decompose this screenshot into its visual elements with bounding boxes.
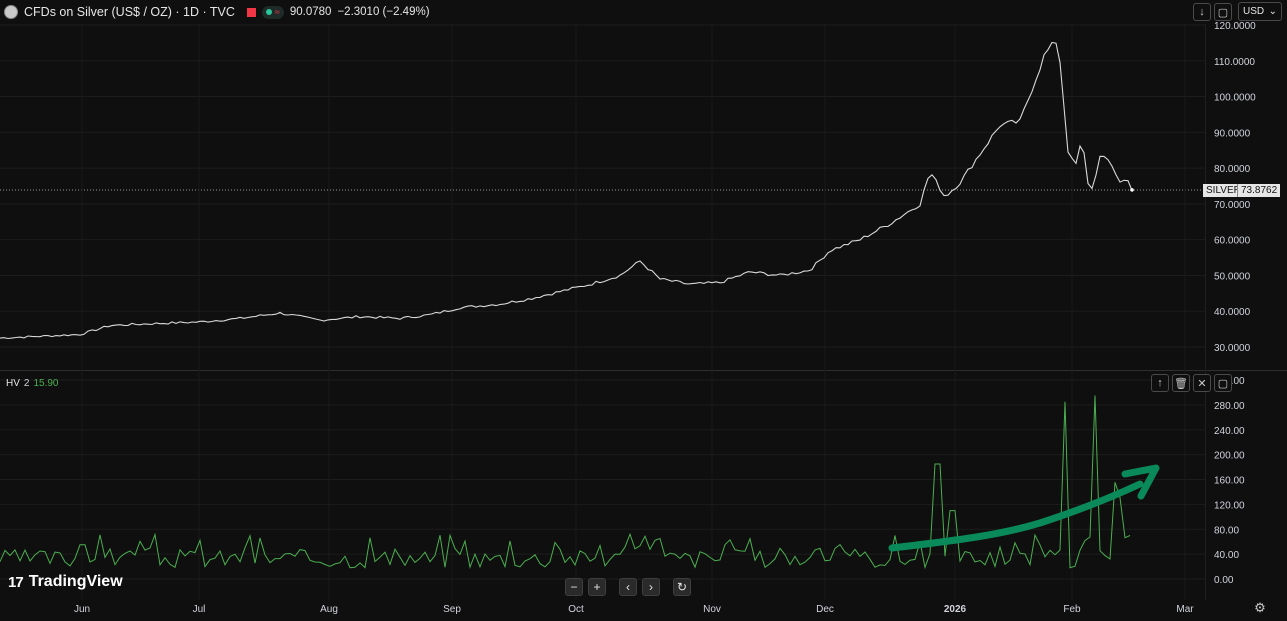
trend-arrow-drawing[interactable] xyxy=(888,464,1160,552)
time-tick-label: 2026 xyxy=(944,604,967,615)
hv-tick-label: 120.00 xyxy=(1214,500,1245,511)
hv-tick-label: 160.00 xyxy=(1214,476,1245,487)
price-tick-label: 110.0000 xyxy=(1214,57,1255,68)
collapse-pane-icon[interactable]: ✕ xyxy=(1193,374,1211,392)
wave-icon: ≈ xyxy=(274,6,280,17)
zoom-out-button[interactable]: − xyxy=(565,578,583,596)
hv-tick-label: 200.00 xyxy=(1214,451,1245,462)
hv-series xyxy=(0,395,1131,570)
time-grid xyxy=(81,24,1186,600)
zoom-controls: − + xyxy=(565,578,606,596)
price-tag-symbol: SILVER xyxy=(1203,184,1244,197)
last-value: 90.0780 xyxy=(289,6,332,18)
price-tick-label: 120.0000 xyxy=(1214,21,1256,32)
market-status-badge[interactable]: ≈ xyxy=(261,5,284,19)
flag-icon[interactable] xyxy=(246,7,256,17)
tradingview-mark-icon: 17 xyxy=(8,573,24,591)
price-series xyxy=(0,41,1134,340)
currency-label: USD xyxy=(1243,6,1265,17)
time-axis: Jun Jul Aug Sep Oct Nov Dec 2026 Feb Mar xyxy=(74,604,1194,615)
settings-gear-icon[interactable]: ⚙ xyxy=(1254,600,1266,615)
price-axis: 120.0000 110.0000 100.0000 90.0000 80.0000 70… xyxy=(1214,21,1256,354)
time-tick-label: Oct xyxy=(568,604,584,615)
price-tag-value: 73.8762 xyxy=(1237,184,1281,197)
price-tick-label: 30.0000 xyxy=(1214,343,1251,354)
indicator-name: HV xyxy=(6,378,20,389)
time-tick-label: Jul xyxy=(193,604,206,615)
hv-tick-label: 80.00 xyxy=(1214,525,1239,536)
reset-chart-button[interactable]: ↻ xyxy=(673,578,691,596)
price-tick-label: 100.0000 xyxy=(1214,93,1256,104)
time-tick-label: Sep xyxy=(443,604,461,615)
hv-tick-label: 40.00 xyxy=(1214,550,1239,561)
delete-trash-icon[interactable]: 🗑 xyxy=(1172,374,1190,392)
silver-logo-icon xyxy=(4,5,18,19)
time-tick-label: Mar xyxy=(1176,604,1194,615)
hv-tick-label: 240.00 xyxy=(1214,426,1245,437)
maximize-pane-icon[interactable]: ▢ xyxy=(1214,3,1232,21)
currency-select[interactable]: USD ⌄ xyxy=(1238,2,1282,21)
price-tick-label: 90.0000 xyxy=(1214,128,1251,139)
time-tick-label: Feb xyxy=(1063,604,1081,615)
hv-tick-label: 0.00 xyxy=(1214,575,1234,586)
indicator-pane-grid xyxy=(0,379,1205,580)
silver-price-line[interactable] xyxy=(0,41,1133,340)
hv-axis: 320.00280.00240.00200.00160.00120.0080.0… xyxy=(1214,376,1245,586)
last-price-dot xyxy=(1130,188,1134,192)
symbol-legend: CFDs on Silver (US$ / OZ) · 1D · TVC ≈ 9… xyxy=(4,3,430,21)
price-change: −2.3010 (−2.49%) xyxy=(337,6,430,18)
zoom-in-button[interactable]: + xyxy=(588,578,606,596)
indicator-value: 15.90 xyxy=(33,378,59,389)
indicator-legend[interactable]: HV 2 15.90 xyxy=(6,378,59,389)
tradingview-logo[interactable]: 17 TradingView xyxy=(8,573,123,591)
time-tick-label: Aug xyxy=(320,604,338,615)
scroll-left-button[interactable]: ‹ xyxy=(619,578,637,596)
scroll-right-button[interactable]: › xyxy=(642,578,660,596)
symbol-title[interactable]: CFDs on Silver (US$ / OZ) · 1D · TVC xyxy=(24,5,235,19)
maximize-indicator-icon[interactable]: ▢ xyxy=(1214,374,1232,392)
reset-controls: ↻ xyxy=(673,578,691,596)
brand-name: TradingView xyxy=(28,573,123,590)
time-tick-label: Jun xyxy=(74,604,90,615)
hv-line[interactable] xyxy=(0,395,1131,570)
chevron-down-icon: ⌄ xyxy=(1268,6,1277,17)
hv-tick-label: 280.00 xyxy=(1214,401,1245,412)
market-open-dot-icon xyxy=(265,9,272,15)
price-tick-label: 60.0000 xyxy=(1214,236,1251,247)
move-up-icon[interactable]: ↑ xyxy=(1151,374,1169,392)
price-tick-label: 70.0000 xyxy=(1214,200,1251,211)
price-tick-label: 40.0000 xyxy=(1214,307,1251,318)
price-tick-label: 80.0000 xyxy=(1214,164,1251,175)
main-pane-grid xyxy=(0,24,1205,348)
time-tick-label: Dec xyxy=(816,604,834,615)
arrow-down-icon[interactable]: ↓ xyxy=(1193,3,1211,21)
indicator-param: 2 xyxy=(23,378,30,389)
time-tick-label: Nov xyxy=(703,604,721,615)
price-tick-label: 50.0000 xyxy=(1214,271,1251,282)
scroll-controls: ‹ › xyxy=(619,578,660,596)
